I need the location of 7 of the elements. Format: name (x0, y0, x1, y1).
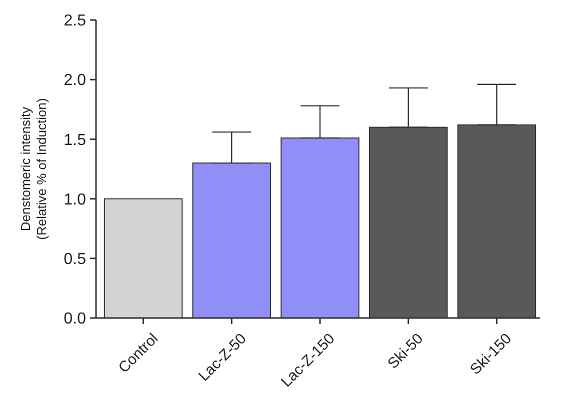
y-tick-label: 0.5 (64, 251, 86, 268)
y-axis-title: Denstomeric intensity (Relative % of Induction) (18, 98, 49, 240)
y-tick-label: 2.5 (64, 12, 86, 30)
y-tick-label: 1.5 (64, 132, 86, 149)
y-tick-label: 1.0 (64, 191, 86, 208)
y-tick-label: 2.0 (64, 72, 86, 90)
y-tick-label: 0.0 (64, 310, 86, 328)
